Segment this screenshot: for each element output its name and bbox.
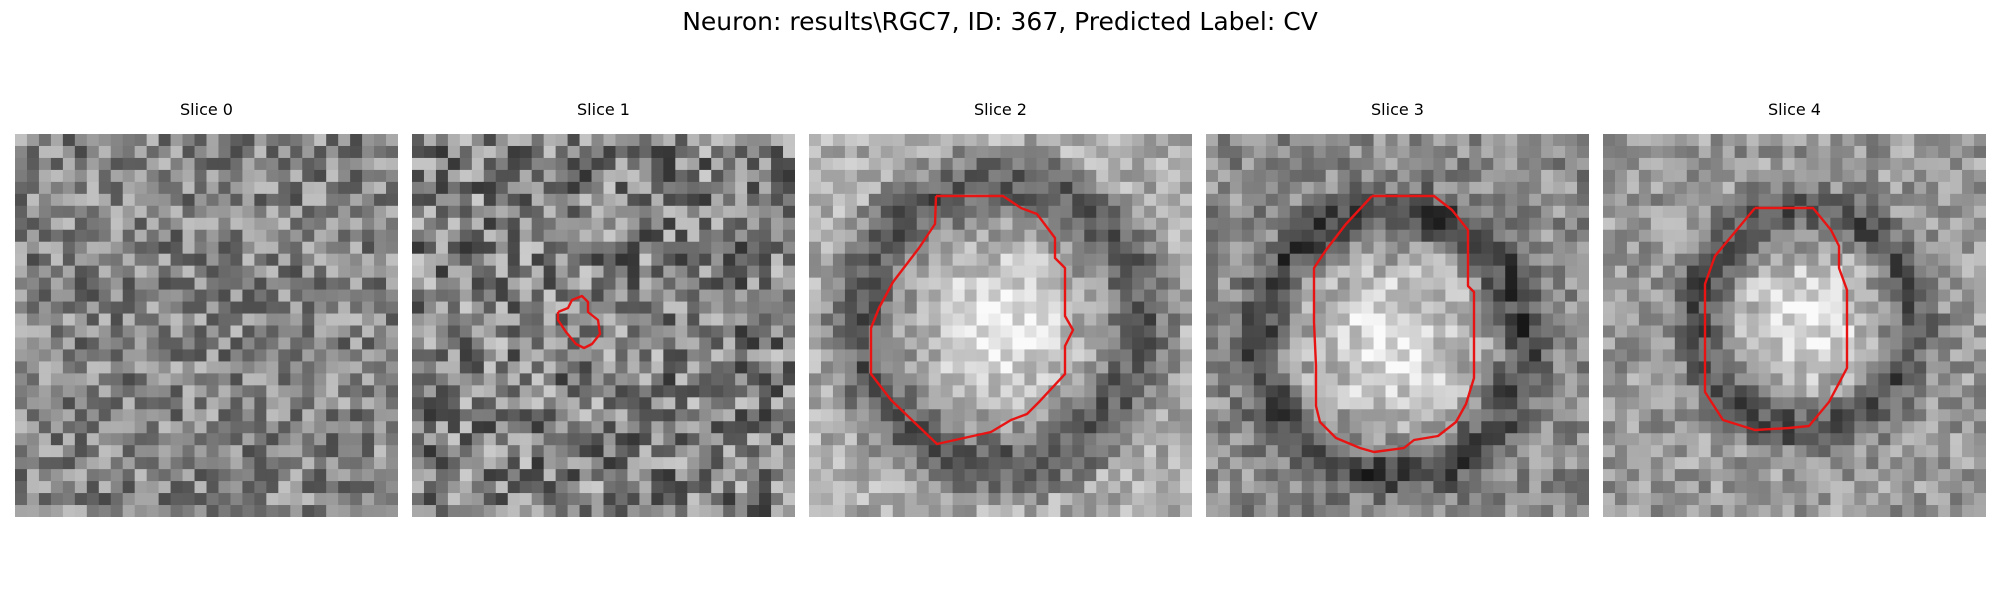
slice-title: Slice 4 xyxy=(1768,100,1821,119)
slice-image-0 xyxy=(15,134,398,517)
slice-panel-3: Slice 3 xyxy=(1206,100,1589,517)
slice-panel-4: Slice 4 xyxy=(1603,100,1986,517)
slice-title: Slice 2 xyxy=(974,100,1027,119)
segmentation-contour xyxy=(1703,206,1849,432)
slice-image-2 xyxy=(809,134,1192,517)
pixel-grid xyxy=(1206,134,1589,517)
slice-panel-2: Slice 2 xyxy=(809,100,1192,517)
figure-title: Neuron: results\RGC7, ID: 367, Predicted… xyxy=(682,7,1318,36)
pixel-grid xyxy=(809,134,1192,517)
pixel-grid xyxy=(15,134,398,517)
pixel-grid xyxy=(1603,134,1986,517)
pixel-grid xyxy=(412,134,795,517)
slice-title: Slice 3 xyxy=(1371,100,1424,119)
segmentation-contour xyxy=(556,294,602,350)
slice-panel-1: Slice 1 xyxy=(412,100,795,517)
segmentation-contour xyxy=(869,194,1075,446)
slice-title: Slice 0 xyxy=(180,100,233,119)
slice-image-3 xyxy=(1206,134,1589,517)
slice-title: Slice 1 xyxy=(577,100,630,119)
slice-image-1 xyxy=(412,134,795,517)
segmentation-contour xyxy=(1312,194,1476,454)
slice-panel-0: Slice 0 xyxy=(15,100,398,517)
slice-image-4 xyxy=(1603,134,1986,517)
